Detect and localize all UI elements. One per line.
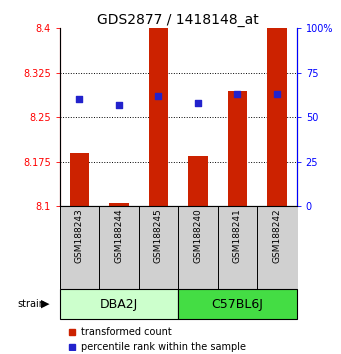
Text: GSM188244: GSM188244	[115, 209, 123, 263]
Text: GSM188245: GSM188245	[154, 209, 163, 263]
Point	[195, 100, 201, 106]
Bar	[149, 28, 168, 206]
Bar	[109, 203, 129, 206]
Bar	[188, 156, 208, 206]
Bar	[267, 28, 287, 206]
Title: GDS2877 / 1418148_at: GDS2877 / 1418148_at	[97, 13, 259, 27]
Bar	[227, 91, 247, 206]
Point	[274, 91, 280, 97]
Point	[235, 91, 240, 97]
Text: GSM188243: GSM188243	[75, 209, 84, 263]
Point	[77, 97, 82, 102]
FancyBboxPatch shape	[60, 289, 178, 319]
Text: strain: strain	[17, 299, 45, 309]
Bar	[70, 153, 89, 206]
Text: DBA2J: DBA2J	[100, 297, 138, 310]
Point	[156, 93, 161, 99]
Text: ▶: ▶	[41, 299, 50, 309]
Text: transformed count: transformed count	[81, 327, 172, 337]
Text: GSM188242: GSM188242	[272, 209, 281, 263]
Text: percentile rank within the sample: percentile rank within the sample	[81, 342, 246, 352]
FancyBboxPatch shape	[178, 289, 297, 319]
Text: C57BL6J: C57BL6J	[211, 297, 263, 310]
Text: GSM188240: GSM188240	[193, 209, 203, 263]
Point	[116, 102, 122, 108]
Text: GSM188241: GSM188241	[233, 209, 242, 263]
